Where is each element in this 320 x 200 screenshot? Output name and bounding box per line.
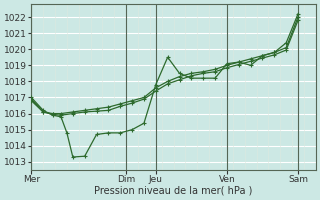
- X-axis label: Pression niveau de la mer( hPa ): Pression niveau de la mer( hPa ): [94, 186, 253, 196]
